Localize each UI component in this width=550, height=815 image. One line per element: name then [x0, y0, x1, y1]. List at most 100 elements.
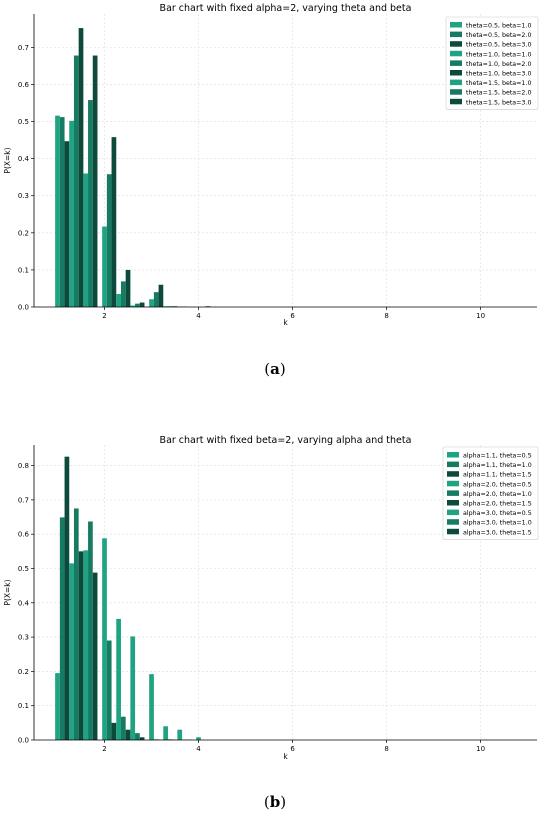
- legend-label: alpha=3.0, theta=1.0: [463, 520, 532, 527]
- legend-swatch: [447, 519, 459, 525]
- bar: [83, 173, 88, 307]
- x-axis-label: k: [283, 318, 288, 327]
- bar: [196, 737, 201, 740]
- legend-swatch: [447, 529, 459, 535]
- x-tick-label: 10: [476, 312, 485, 320]
- y-tick-label: 0.1: [18, 266, 29, 274]
- bar: [88, 100, 93, 307]
- legend-swatch: [450, 32, 462, 37]
- bar: [135, 733, 140, 740]
- bar: [79, 28, 84, 307]
- y-tick-label: 0.6: [18, 531, 30, 539]
- legend-label: theta=1.0, beta=1.0: [466, 51, 531, 58]
- caption-b: (b): [0, 793, 550, 811]
- legend-swatch: [447, 471, 459, 477]
- legend-label: alpha=3.0, theta=1.5: [463, 529, 532, 536]
- bar: [69, 563, 74, 740]
- legend-swatch: [450, 70, 462, 76]
- legend-label: alpha=1.1, theta=0.5: [463, 453, 532, 460]
- x-tick-label: 6: [290, 745, 295, 753]
- y-tick-label: 0.0: [18, 304, 29, 312]
- y-tick-label: 0.0: [18, 737, 29, 745]
- legend-label: theta=1.0, beta=2.0: [466, 61, 531, 68]
- bar: [140, 303, 145, 307]
- y-tick-label: 0.8: [18, 462, 29, 470]
- legend-label: theta=1.5, beta=1.0: [466, 80, 531, 87]
- y-axis-label: P(X=k): [3, 579, 12, 605]
- y-tick-label: 0.1: [18, 702, 29, 710]
- bar: [88, 521, 93, 740]
- x-tick-label: 2: [102, 312, 106, 320]
- y-tick-label: 0.3: [18, 192, 29, 200]
- bar: [102, 538, 107, 740]
- y-tick-label: 0.5: [18, 565, 29, 573]
- y-tick-label: 0.2: [18, 229, 29, 237]
- bar: [163, 726, 168, 740]
- y-tick-label: 0.3: [18, 634, 29, 642]
- legend-swatch: [447, 481, 459, 487]
- bar: [55, 116, 60, 307]
- bar: [121, 281, 126, 307]
- caption-b-letter: b: [270, 793, 281, 811]
- bar: [116, 619, 121, 740]
- chart-title: Bar chart with fixed alpha=2, varying th…: [160, 3, 412, 14]
- chart-panel-a: 0.00.10.20.30.40.50.60.7246810Bar chart …: [0, 0, 550, 350]
- legend-swatch: [450, 51, 462, 57]
- bar: [65, 141, 70, 307]
- legend-label: theta=0.5, beta=2.0: [466, 32, 531, 39]
- x-tick-label: 8: [384, 312, 388, 320]
- legend-label: alpha=2.0, theta=1.0: [463, 491, 532, 498]
- bar: [83, 550, 88, 740]
- bar: [126, 730, 131, 740]
- legend-swatch: [447, 510, 459, 515]
- bar: [159, 285, 164, 307]
- legend-label: theta=0.5, beta=3.0: [466, 42, 531, 49]
- legend-swatch: [450, 80, 462, 86]
- legend-label: theta=1.0, beta=3.0: [466, 71, 531, 78]
- bar: [126, 270, 131, 307]
- bar: [130, 636, 135, 740]
- y-tick-label: 0.4: [18, 155, 30, 163]
- y-tick-label: 0.6: [18, 81, 30, 89]
- x-tick-label: 6: [290, 312, 295, 320]
- legend-swatch: [450, 60, 462, 66]
- bar: [74, 508, 79, 740]
- y-tick-label: 0.4: [18, 599, 30, 607]
- bar: [60, 117, 65, 307]
- y-tick-label: 0.5: [18, 118, 29, 126]
- x-tick-label: 2: [102, 745, 106, 753]
- legend-swatch: [447, 452, 459, 458]
- bar: [149, 299, 154, 307]
- y-axis-label: P(X=k): [3, 147, 12, 173]
- bar: [93, 56, 98, 307]
- legend-swatch: [450, 22, 462, 28]
- legend-label: alpha=2.0, theta=0.5: [463, 481, 532, 488]
- legend-label: theta=0.5, beta=1.0: [466, 23, 531, 30]
- bar: [93, 573, 98, 740]
- bar: [107, 174, 112, 307]
- bar: [65, 457, 70, 740]
- x-tick-label: 8: [384, 745, 388, 753]
- y-tick-label: 0.7: [18, 496, 29, 504]
- bar: [69, 121, 74, 307]
- bar: [112, 723, 117, 740]
- legend-swatch: [450, 99, 462, 105]
- legend-label: theta=1.5, beta=2.0: [466, 90, 531, 97]
- caption-a-letter: a: [270, 360, 280, 378]
- chart-b-svg: 0.00.10.20.30.40.50.60.70.8246810Bar cha…: [0, 425, 550, 780]
- legend-label: alpha=2.0, theta=1.5: [463, 501, 532, 508]
- legend-swatch: [450, 41, 462, 47]
- legend-label: theta=1.5, beta=3.0: [466, 99, 531, 106]
- legend-label: alpha=3.0, theta=0.5: [463, 510, 532, 517]
- legend-swatch: [450, 89, 462, 95]
- legend-swatch: [447, 462, 459, 468]
- bar: [102, 227, 107, 307]
- bar: [149, 674, 154, 740]
- bar: [107, 641, 112, 740]
- chart-title: Bar chart with fixed beta=2, varying alp…: [160, 435, 412, 446]
- legend-swatch: [447, 500, 459, 506]
- caption-a: (a): [0, 360, 550, 378]
- chart-a-svg: 0.00.10.20.30.40.50.60.7246810Bar chart …: [0, 0, 550, 350]
- y-tick-label: 0.2: [18, 668, 29, 676]
- y-tick-label: 0.7: [18, 44, 29, 52]
